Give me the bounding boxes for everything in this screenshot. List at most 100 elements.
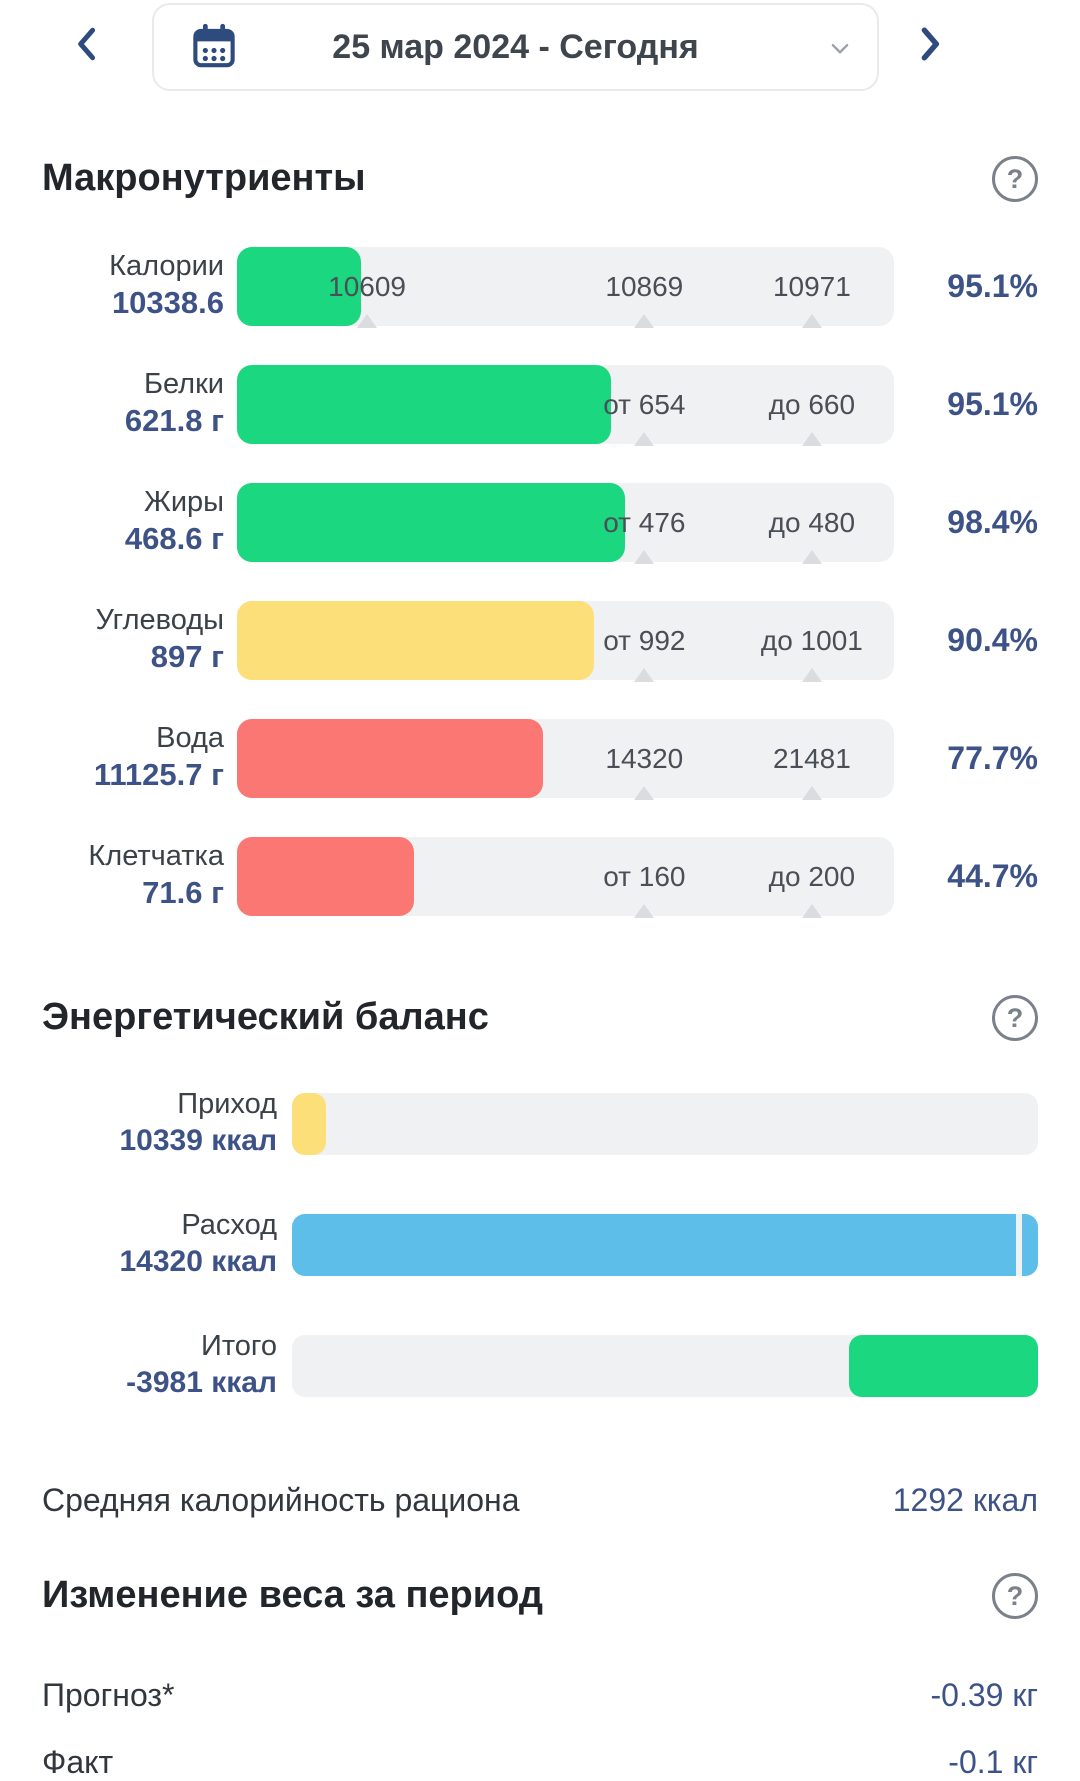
macro-name: Клетчатка xyxy=(88,840,224,873)
macro-row: Углеводы 897 г от 992 до 1001 90.4% xyxy=(42,601,1038,682)
macro-value: 11125.7 г xyxy=(93,756,224,792)
next-period-button[interactable] xyxy=(907,22,951,69)
threshold-marker-icon xyxy=(634,550,655,564)
chevron-down-icon xyxy=(823,31,857,65)
macro-label: Вода 11125.7 г xyxy=(42,722,224,794)
macro-value: 468.6 г xyxy=(124,520,224,556)
macro-label: Белки 621.8 г xyxy=(42,368,224,440)
energy-name: Приход xyxy=(177,1087,277,1120)
date-range-label: 25 мар 2024 - Сегодня xyxy=(332,27,699,66)
threshold-marker-icon xyxy=(634,786,655,800)
energy-balance-header: Энергетический баланс ? xyxy=(42,995,1038,1041)
threshold-marker-icon xyxy=(634,432,655,446)
energy-value: 14320 ккал xyxy=(119,1245,277,1279)
macro-name: Белки xyxy=(143,368,224,401)
macronutrients-header: Макронутриенты ? xyxy=(42,156,1038,202)
macro-progress-bar: от 992 до 1001 xyxy=(237,601,894,682)
macro-percent: 98.4% xyxy=(947,504,1038,540)
macro-progress-fill xyxy=(237,601,594,680)
date-navigation: 25 мар 2024 - Сегодня xyxy=(42,0,1038,112)
energy-row: Приход 10339 ккал xyxy=(42,1088,1038,1157)
section-title-energy-balance: Энергетический баланс xyxy=(42,996,489,1039)
threshold-marker-icon xyxy=(634,904,655,918)
macro-progress-bar: от 476 до 480 xyxy=(237,483,894,564)
macro-percent: 90.4% xyxy=(947,622,1038,658)
macro-row: Клетчатка 71.6 г от 160 до 200 44.7% xyxy=(42,837,1038,918)
threshold-marker-icon xyxy=(357,314,378,328)
section-title-macronutrients: Макронутриенты xyxy=(42,157,366,200)
energy-progress-bar xyxy=(292,1093,1038,1155)
calendar-icon xyxy=(188,21,240,73)
macro-row: Жиры 468.6 г от 476 до 480 98.4% xyxy=(42,483,1038,564)
weight-change-header: Изменение веса за период ? xyxy=(42,1573,1038,1619)
threshold-label: 10869 xyxy=(605,270,684,302)
energy-progress-fill xyxy=(292,1214,1016,1276)
energy-label: Итого -3981 ккал xyxy=(42,1330,277,1402)
energy-row: Итого -3981 ккал xyxy=(42,1330,1038,1399)
help-icon[interactable]: ? xyxy=(992,156,1038,202)
macro-name: Вода xyxy=(156,722,224,755)
threshold-marker-icon xyxy=(801,432,822,446)
macro-progress-fill xyxy=(237,719,544,798)
energy-name: Расход xyxy=(181,1208,277,1241)
section-title-weight-change: Изменение веса за период xyxy=(42,1574,543,1617)
fact-label: Факт xyxy=(42,1744,114,1780)
threshold-label: от 476 xyxy=(603,506,686,538)
macro-progress-fill xyxy=(237,837,414,916)
energy-progress-fill xyxy=(292,1093,326,1155)
threshold-label: до 660 xyxy=(768,388,856,420)
threshold-label: 10609 xyxy=(328,270,407,302)
macro-progress-fill xyxy=(237,483,625,562)
threshold-label: от 992 xyxy=(603,624,686,656)
macro-percent: 44.7% xyxy=(947,858,1038,894)
macro-value: 10338.6 xyxy=(111,284,224,320)
fact-row: Факт -0.1 кг xyxy=(42,1744,1038,1781)
macro-progress-bar: 10609 10869 10971 xyxy=(237,247,894,328)
help-icon[interactable]: ? xyxy=(992,995,1038,1041)
macronutrients-list: Калории 10338.6 10609 10869 10971 95.1% Белки 6… xyxy=(42,247,1038,918)
macro-row: Вода 11125.7 г 14320 21481 77.7% xyxy=(42,719,1038,800)
macro-name: Жиры xyxy=(144,486,224,519)
macro-value: 621.8 г xyxy=(124,402,224,438)
threshold-marker-icon xyxy=(801,904,822,918)
forecast-label: Прогноз* xyxy=(42,1677,175,1713)
macro-percent: 95.1% xyxy=(947,386,1038,422)
macro-row: Калории 10338.6 10609 10869 10971 95.1% xyxy=(42,247,1038,328)
previous-period-button[interactable] xyxy=(66,22,110,69)
macro-label: Калории 10338.6 xyxy=(42,250,224,322)
energy-balance-list: Приход 10339 ккал Расход 14320 ккал Итого -39… xyxy=(42,1088,1038,1399)
macro-row: Белки 621.8 г от 654 до 660 95.1% xyxy=(42,365,1038,446)
macro-name: Углеводы xyxy=(95,604,224,637)
macro-value: 897 г xyxy=(150,638,224,674)
energy-name: Итого xyxy=(201,1329,277,1362)
average-calories-label: Средняя калорийность рациона xyxy=(42,1482,520,1518)
macro-label: Жиры 468.6 г xyxy=(42,486,224,558)
forecast-row: Прогноз* -0.39 кг xyxy=(42,1677,1038,1714)
threshold-label: до 480 xyxy=(768,506,856,538)
average-calories-row: Средняя калорийность рациона 1292 ккал xyxy=(42,1482,1038,1519)
macro-progress-fill xyxy=(237,365,612,444)
macro-name: Калории xyxy=(109,250,224,283)
help-icon[interactable]: ? xyxy=(992,1573,1038,1619)
macro-progress-fill xyxy=(237,247,362,326)
average-calories-value: 1292 ккал xyxy=(892,1482,1038,1518)
energy-value: -3981 ккал xyxy=(126,1366,277,1400)
macro-progress-bar: от 160 до 200 xyxy=(237,837,894,918)
threshold-marker-icon xyxy=(801,786,822,800)
threshold-marker-icon xyxy=(801,314,822,328)
macro-progress-bar: от 654 до 660 xyxy=(237,365,894,446)
macro-percent: 77.7% xyxy=(947,740,1038,776)
threshold-marker-icon xyxy=(801,550,822,564)
macro-label: Клетчатка 71.6 г xyxy=(42,840,224,912)
energy-progress-fill xyxy=(1022,1214,1038,1276)
chevron-left-icon xyxy=(66,27,110,69)
chevron-right-icon xyxy=(907,27,951,69)
threshold-label: до 200 xyxy=(768,860,856,892)
energy-value: 10339 ккал xyxy=(119,1124,277,1158)
macro-label: Углеводы 897 г xyxy=(42,604,224,676)
date-range-selector[interactable]: 25 мар 2024 - Сегодня xyxy=(152,3,879,91)
energy-label: Приход 10339 ккал xyxy=(42,1088,277,1160)
energy-row: Расход 14320 ккал xyxy=(42,1209,1038,1278)
threshold-label: от 654 xyxy=(603,388,686,420)
energy-progress-fill xyxy=(848,1335,1038,1397)
